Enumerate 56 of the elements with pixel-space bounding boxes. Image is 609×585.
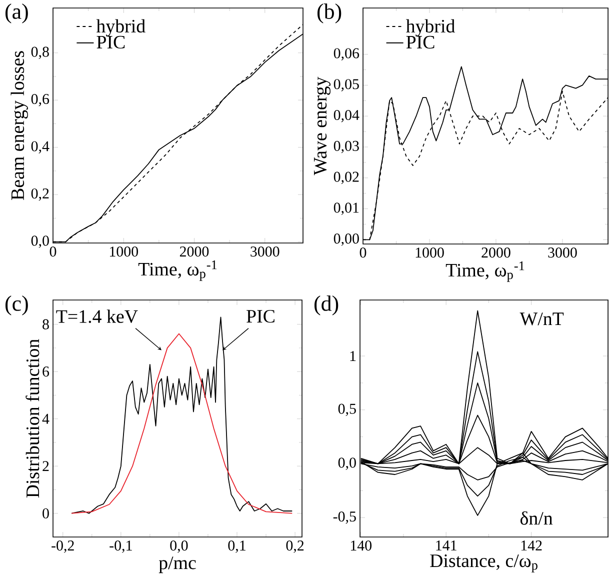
x-tick-label: 0	[50, 246, 56, 257]
x-tick-label: 141	[436, 540, 456, 550]
legend-label: hybrid	[96, 19, 146, 36]
x-tick-label: 3000	[548, 248, 577, 258]
y-tick-label: 0,6	[31, 94, 50, 106]
x-tick-label: -0,1	[110, 540, 132, 553]
legend-label: hybrid	[406, 19, 455, 36]
y-tick-label: 0,02	[334, 172, 359, 184]
annotation: PIC	[246, 310, 274, 323]
x-axis-title: Time, ω$_{p}$-1	[446, 261, 524, 282]
y-tick-label: 0,06	[334, 48, 360, 60]
y-tick-label: 0,04	[334, 110, 360, 122]
x-tick-label: 3000	[250, 246, 280, 257]
y-tick-label: 0,4	[31, 141, 50, 154]
chart-title: (d)	[314, 296, 338, 316]
x-tick-label: 2000	[482, 248, 510, 258]
y-axis-title: Distribution function	[26, 339, 40, 498]
legend-label: PIC	[406, 36, 434, 49]
y-tick-label: 6	[42, 366, 50, 377]
y-tick-label: 0,2	[31, 188, 49, 201]
y-tick-label: 0,8	[31, 46, 49, 59]
y-tick-label: 4	[42, 414, 50, 424]
x-tick-label: 2000	[180, 246, 209, 257]
y-tick-label: 0	[42, 508, 49, 518]
y-tick-label: 0,03	[334, 140, 359, 154]
x-tick-label: 1000	[110, 246, 138, 257]
annotation: δn/n	[520, 511, 553, 525]
x-tick-label: 142	[521, 540, 542, 550]
x-tick-label: 140	[350, 540, 372, 551]
y-axis-title: Beam energy losses	[10, 51, 28, 200]
y-tick-label: 0,05	[334, 79, 359, 92]
annotation: T=1.4 keV	[56, 310, 138, 324]
annotation: W/nT	[520, 312, 564, 326]
x-tick-label: 1000	[416, 248, 444, 258]
x-tick-label: 0,0	[170, 540, 188, 553]
y-tick-label: 0,01	[334, 202, 359, 215]
y-tick-label: 0,0	[31, 236, 49, 248]
x-axis-title: Distance, c/ω$_{p}$	[430, 554, 538, 572]
y-axis-title: Wave energy	[314, 76, 330, 176]
chart-title: (b)	[317, 4, 342, 24]
chart-title: (c)	[5, 296, 28, 316]
y-tick-label: 1	[350, 351, 356, 361]
x-tick-label: -0,2	[52, 540, 74, 553]
x-tick-label: 0,2	[286, 540, 304, 553]
x-axis-title: Time, ω$_{p}$-1	[138, 260, 217, 281]
chart-title: (a)	[5, 4, 28, 24]
y-tick-label: 0,00	[334, 234, 359, 246]
y-tick-label: -0,5	[333, 511, 356, 524]
y-tick-label: 2	[42, 461, 49, 472]
x-axis-title: p/mc	[158, 556, 196, 574]
legend-label: PIC	[96, 36, 125, 49]
x-tick-label: 0	[360, 248, 366, 258]
y-tick-label: 0,0	[338, 458, 356, 470]
y-tick-label: 0,5	[338, 404, 356, 416]
x-tick-label: 0,1	[228, 540, 246, 553]
y-tick-label: 8	[42, 319, 49, 330]
